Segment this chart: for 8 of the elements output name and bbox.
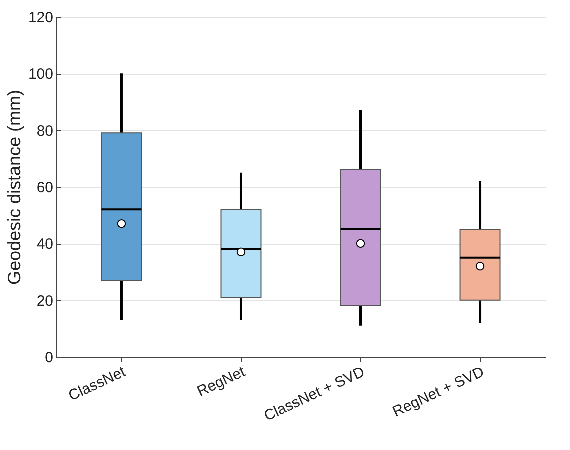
y-tick-label: 100 [28,66,54,84]
y-tick-label: 0 [45,350,54,366]
y-tick-label: 80 [36,122,54,140]
y-tick-label: 40 [36,236,54,254]
y-tick-label: 60 [36,180,54,196]
y-axis-title: Geodesic distance (mm) [4,90,24,286]
y-tick-label: 20 [36,292,54,310]
y-tick-label: 120 [28,10,54,26]
